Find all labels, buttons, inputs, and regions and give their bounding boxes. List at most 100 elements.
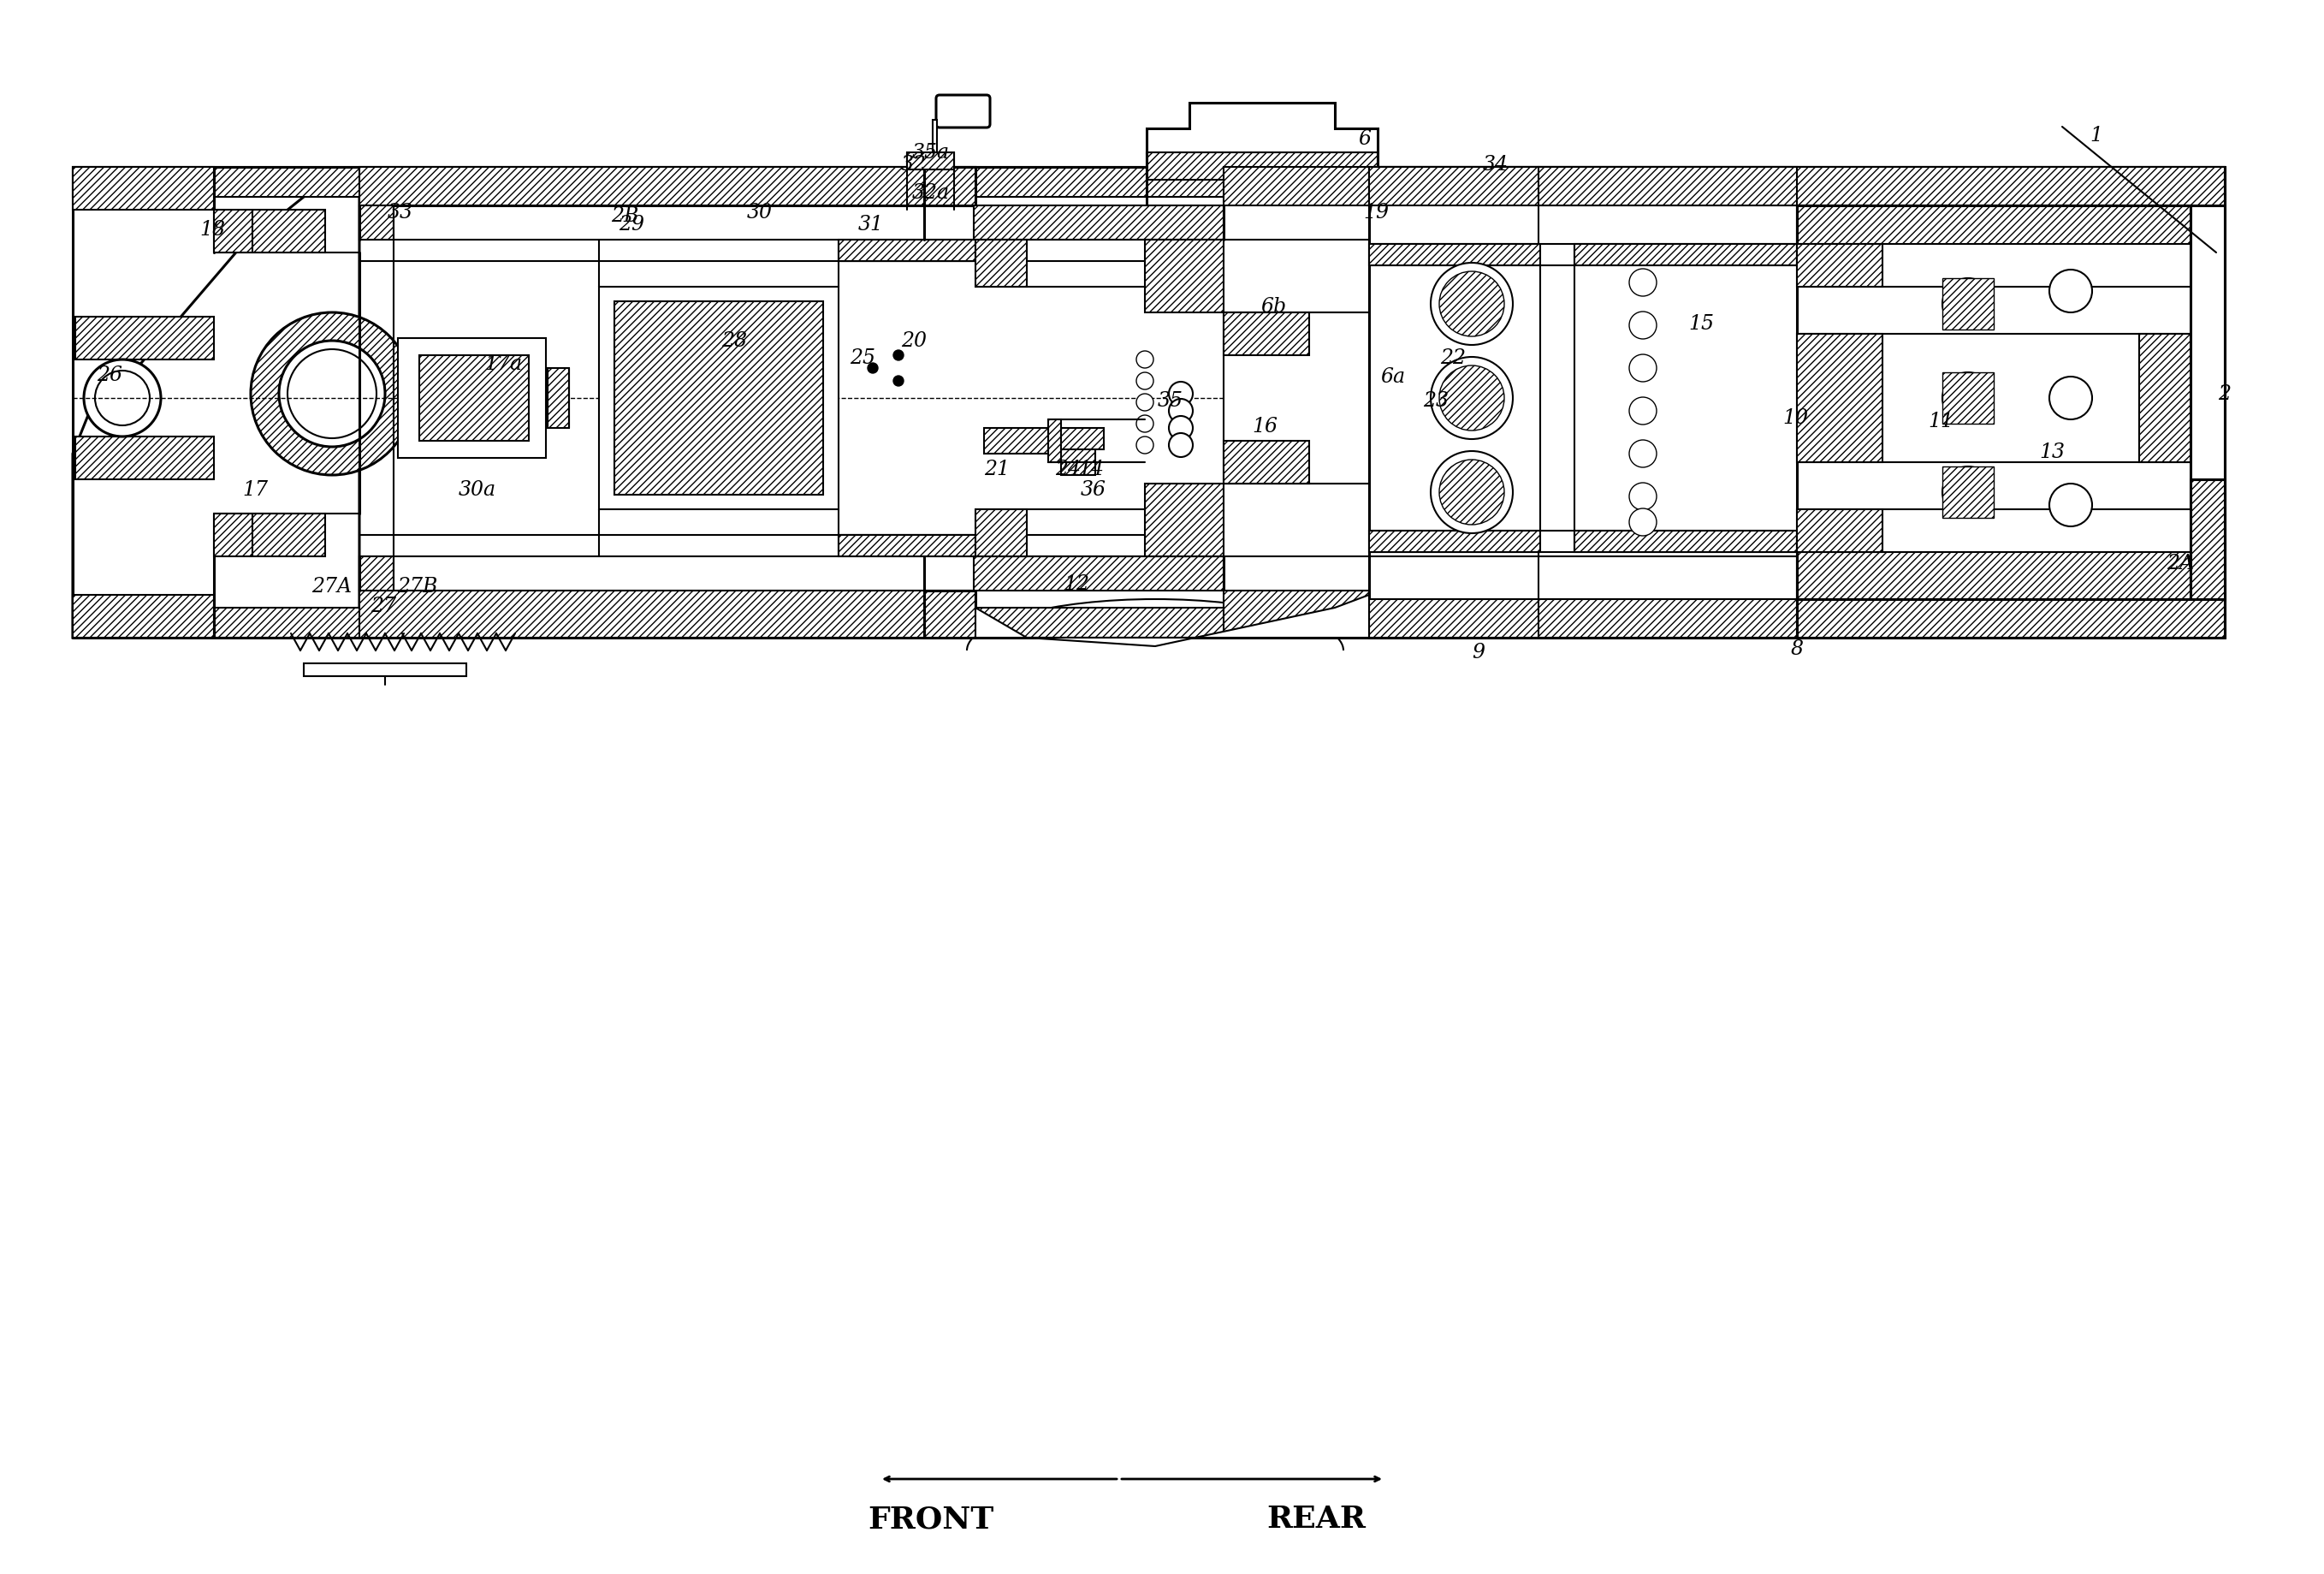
Polygon shape <box>983 428 1048 453</box>
Text: 13: 13 <box>2038 442 2064 461</box>
Text: 23: 23 <box>1422 390 1448 411</box>
Circle shape <box>1169 416 1192 439</box>
Polygon shape <box>1557 249 1597 309</box>
Text: 8: 8 <box>1789 639 1803 658</box>
Text: 14: 14 <box>1078 460 1104 478</box>
Polygon shape <box>1378 167 1538 206</box>
Circle shape <box>279 340 386 447</box>
Polygon shape <box>1796 244 1882 286</box>
Circle shape <box>1169 433 1192 456</box>
Text: 27B: 27B <box>397 576 437 597</box>
Polygon shape <box>72 608 2224 637</box>
Circle shape <box>1136 394 1153 411</box>
Circle shape <box>1136 416 1153 433</box>
Polygon shape <box>418 356 530 441</box>
Text: 32a: 32a <box>911 183 951 203</box>
Text: 2B: 2B <box>611 206 639 225</box>
Text: 30: 30 <box>746 203 772 222</box>
Text: 17a: 17a <box>483 354 523 373</box>
Text: 33: 33 <box>388 203 414 222</box>
Text: 9: 9 <box>1471 642 1485 663</box>
Text: 28: 28 <box>720 331 746 351</box>
Polygon shape <box>1796 334 1882 463</box>
Circle shape <box>1136 373 1153 389</box>
Polygon shape <box>1943 373 1994 423</box>
Circle shape <box>1136 436 1153 453</box>
Circle shape <box>1169 398 1192 423</box>
Polygon shape <box>548 368 569 428</box>
Text: 19: 19 <box>1364 203 1390 222</box>
Circle shape <box>2050 483 2092 526</box>
Text: 11: 11 <box>1929 411 1954 431</box>
Polygon shape <box>925 590 976 637</box>
Polygon shape <box>72 595 214 637</box>
Text: 31: 31 <box>858 214 883 235</box>
Text: 22: 22 <box>1441 348 1466 368</box>
Circle shape <box>1432 452 1513 534</box>
Text: 10: 10 <box>1783 408 1808 428</box>
Polygon shape <box>214 209 325 252</box>
Circle shape <box>95 370 149 425</box>
Polygon shape <box>1369 167 2224 637</box>
Polygon shape <box>925 167 976 206</box>
Polygon shape <box>1538 167 1796 206</box>
Text: 35: 35 <box>1157 390 1183 411</box>
Circle shape <box>1169 382 1192 406</box>
Polygon shape <box>1225 312 1369 483</box>
Polygon shape <box>1048 419 1062 463</box>
Text: 20: 20 <box>902 331 927 351</box>
Text: 24: 24 <box>1055 460 1081 478</box>
Polygon shape <box>976 510 1027 556</box>
Polygon shape <box>974 556 1225 590</box>
Polygon shape <box>976 239 1027 286</box>
Text: 27: 27 <box>370 597 395 615</box>
Text: 6b: 6b <box>1260 296 1285 316</box>
Text: 1: 1 <box>2089 126 2103 145</box>
Polygon shape <box>600 286 839 510</box>
Text: 29: 29 <box>618 214 644 235</box>
Circle shape <box>1629 397 1657 425</box>
Polygon shape <box>72 170 360 637</box>
Text: 35a: 35a <box>911 143 951 162</box>
Circle shape <box>1439 365 1504 431</box>
Text: 36: 36 <box>1081 480 1106 499</box>
Polygon shape <box>932 120 937 153</box>
Polygon shape <box>614 301 823 494</box>
Polygon shape <box>1943 279 1994 329</box>
Circle shape <box>2050 376 2092 419</box>
Circle shape <box>1564 222 1590 249</box>
Text: 2: 2 <box>2219 384 2231 403</box>
Circle shape <box>1629 508 1657 535</box>
Text: 2A: 2A <box>2166 554 2194 573</box>
Text: REAR: REAR <box>1267 1505 1367 1533</box>
Polygon shape <box>839 239 976 261</box>
Circle shape <box>1432 263 1513 345</box>
Circle shape <box>251 312 414 475</box>
Circle shape <box>892 349 904 360</box>
Text: 34: 34 <box>1483 154 1508 175</box>
Polygon shape <box>1146 102 1378 153</box>
Circle shape <box>1629 354 1657 382</box>
Polygon shape <box>2138 334 2192 463</box>
Polygon shape <box>1062 428 1104 449</box>
Polygon shape <box>1146 483 1225 556</box>
Text: 27A: 27A <box>311 576 353 597</box>
Circle shape <box>84 359 160 436</box>
Polygon shape <box>360 206 393 239</box>
Circle shape <box>1629 312 1657 338</box>
Polygon shape <box>1225 441 1308 483</box>
Polygon shape <box>1573 530 1796 552</box>
Circle shape <box>1943 466 1994 518</box>
Polygon shape <box>906 153 955 170</box>
Circle shape <box>867 364 878 373</box>
Polygon shape <box>360 590 976 637</box>
Text: 16: 16 <box>1253 417 1278 436</box>
Polygon shape <box>74 436 214 480</box>
Polygon shape <box>1369 244 1541 266</box>
Text: 25: 25 <box>851 348 876 368</box>
Polygon shape <box>1225 167 1369 206</box>
Circle shape <box>1943 373 1994 423</box>
Circle shape <box>1439 460 1504 524</box>
Polygon shape <box>360 556 393 590</box>
Polygon shape <box>976 595 1369 647</box>
